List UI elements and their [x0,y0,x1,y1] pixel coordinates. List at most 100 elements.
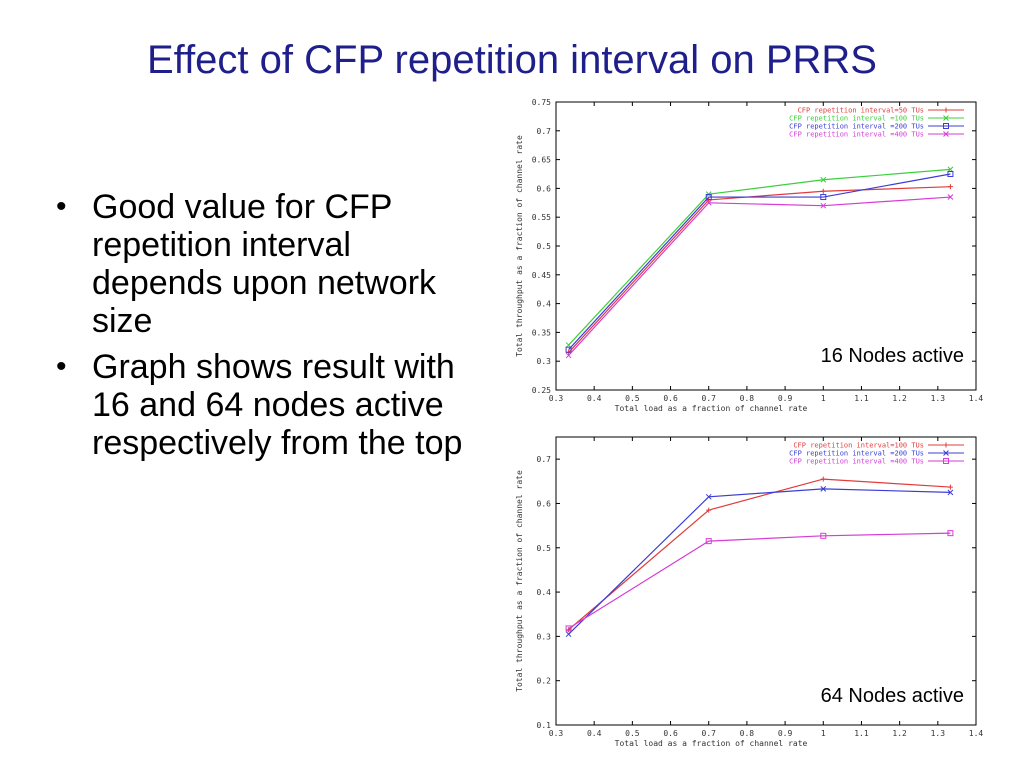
y-tick-label: 0.6 [537,499,552,508]
data-point [820,476,826,482]
y-tick-label: 0.3 [537,357,552,366]
series-line [568,196,951,356]
chart-64-nodes: 0.3 0.4 0.5 0.6 0.7 0.8 0.9 1 1.1 1.2 1.3 1.4 0.1 0.2… [515,436,984,748]
x-axis-label: Total load as a fraction of channel rate [615,404,808,413]
series-line [568,478,951,631]
y-tick-label: 0.5 [537,544,552,553]
bullet-item: • Graph shows result with 16 and 64 node… [50,348,470,462]
x-tick-label: 0.3 [549,394,564,403]
legend-entry-marker [943,442,949,448]
y-tick-label: 0.65 [532,156,551,165]
x-tick-label: 0.8 [740,394,755,403]
x-tick-label: 1.4 [969,394,984,403]
data-point [947,484,953,490]
data-point [947,171,954,177]
x-tick-label: 1 [821,394,826,403]
y-tick-label: 0.4 [537,588,552,597]
y-tick-label: 0.1 [537,721,552,730]
legend-entry-label: CFP repetition interval=100 TUs [793,442,924,450]
data-point [820,188,826,194]
x-tick-label: 1.2 [892,729,907,738]
x-tick-label: 1.4 [969,729,984,738]
bullet-dot-icon: • [56,350,67,383]
chart-annotation: 64 Nodes active [821,685,964,707]
x-axis-label: Total load as a fraction of channel rate [615,739,808,748]
x-tick-label: 0.8 [740,729,755,738]
data-point [947,194,954,200]
x-tick-label: 0.9 [778,394,793,403]
data-point [705,538,712,545]
y-tick-label: 0.7 [537,455,552,464]
x-tick-label: 0.6 [663,729,678,738]
legend-entry-marker [943,123,949,129]
y-axis-label: Total throughput as a fraction of channe… [515,470,524,692]
plot-frame [555,101,977,391]
bullet-text: Graph shows result with 16 and 64 nodes … [92,348,463,462]
y-tick-label: 0.6 [537,184,552,193]
legend-entry-marker [943,107,949,113]
x-tick-label: 1.1 [854,729,869,738]
y-tick-label: 0.45 [532,271,551,280]
data-point [565,631,572,638]
slide-title: Effect of CFP repetition interval on PRR… [147,38,877,82]
bullet-text: Good value for CFP repetition interval d… [92,188,437,340]
y-tick-label: 0.4 [537,300,552,309]
data-point [947,184,953,190]
data-point [565,346,572,353]
series-line [568,186,951,353]
series-line [568,173,951,351]
y-tick-label: 0.5 [537,242,552,251]
legend-entry-label: CFP repetition interval =100 TUs [789,115,924,123]
legend-entry-label: CFP repetition interval =400 TUs [789,458,924,466]
x-tick-label: 1 [821,729,826,738]
data-point [565,352,572,359]
y-tick-label: 0.3 [537,632,552,641]
x-tick-label: 0.7 [702,729,717,738]
data-point [947,530,954,537]
x-tick-label: 1.3 [931,729,946,738]
x-tick-label: 0.3 [549,729,564,738]
data-point [947,489,954,496]
series-line [568,532,951,629]
x-tick-label: 0.4 [587,729,602,738]
x-tick-label: 1.2 [892,394,907,403]
x-tick-label: 0.9 [778,729,793,738]
bullet-item: • Good value for CFP repetition interval… [50,188,470,340]
data-point [820,202,827,209]
x-tick-label: 1.3 [931,394,946,403]
chart-16-nodes: 0.3 0.4 0.5 0.6 0.7 0.8 0.9 1 1.1 1.2 1.3 1.40.250.… [515,98,984,413]
x-tick-label: 0.4 [587,394,602,403]
legend-entry-marker [943,131,949,137]
x-tick-label: 0.5 [625,394,640,403]
legend-entry-label: CFP repetition interval=50 TUs [798,107,924,115]
bullet-dot-icon: • [56,190,67,223]
y-tick-label: 0.7 [537,127,552,136]
data-point [820,485,827,492]
y-axis-label: Total throughput as a fraction of channe… [515,135,524,357]
x-tick-label: 1.1 [854,394,869,403]
legend-entry-marker [943,458,949,464]
x-tick-label: 0.6 [663,394,678,403]
legend-entry-marker [943,115,949,121]
y-tick-label: 0.35 [532,328,551,337]
legend-entry-label: CFP repetition interval =400 TUs [789,131,924,139]
series-line [568,488,951,635]
x-tick-label: 0.7 [702,394,717,403]
plot-frame [555,436,977,726]
legend-entry-label: CFP repetition interval =200 TUs [789,450,924,458]
legend-entry-marker [943,450,949,456]
bullet-list: • Good value for CFP repetition interval… [50,188,470,470]
data-point [820,194,827,201]
chart-annotation: 16 Nodes active [821,345,964,367]
y-tick-label: 0.75 [532,98,551,107]
y-tick-label: 0.2 [537,677,552,686]
data-point [820,176,827,183]
data-point [565,625,572,632]
data-point [705,194,712,201]
x-tick-label: 0.5 [625,729,640,738]
y-tick-label: 0.55 [532,213,551,222]
legend-entry-label: CFP repetition interval =200 TUs [789,123,924,131]
y-tick-label: 0.25 [532,386,551,395]
data-point [820,532,827,539]
data-point [705,199,712,206]
